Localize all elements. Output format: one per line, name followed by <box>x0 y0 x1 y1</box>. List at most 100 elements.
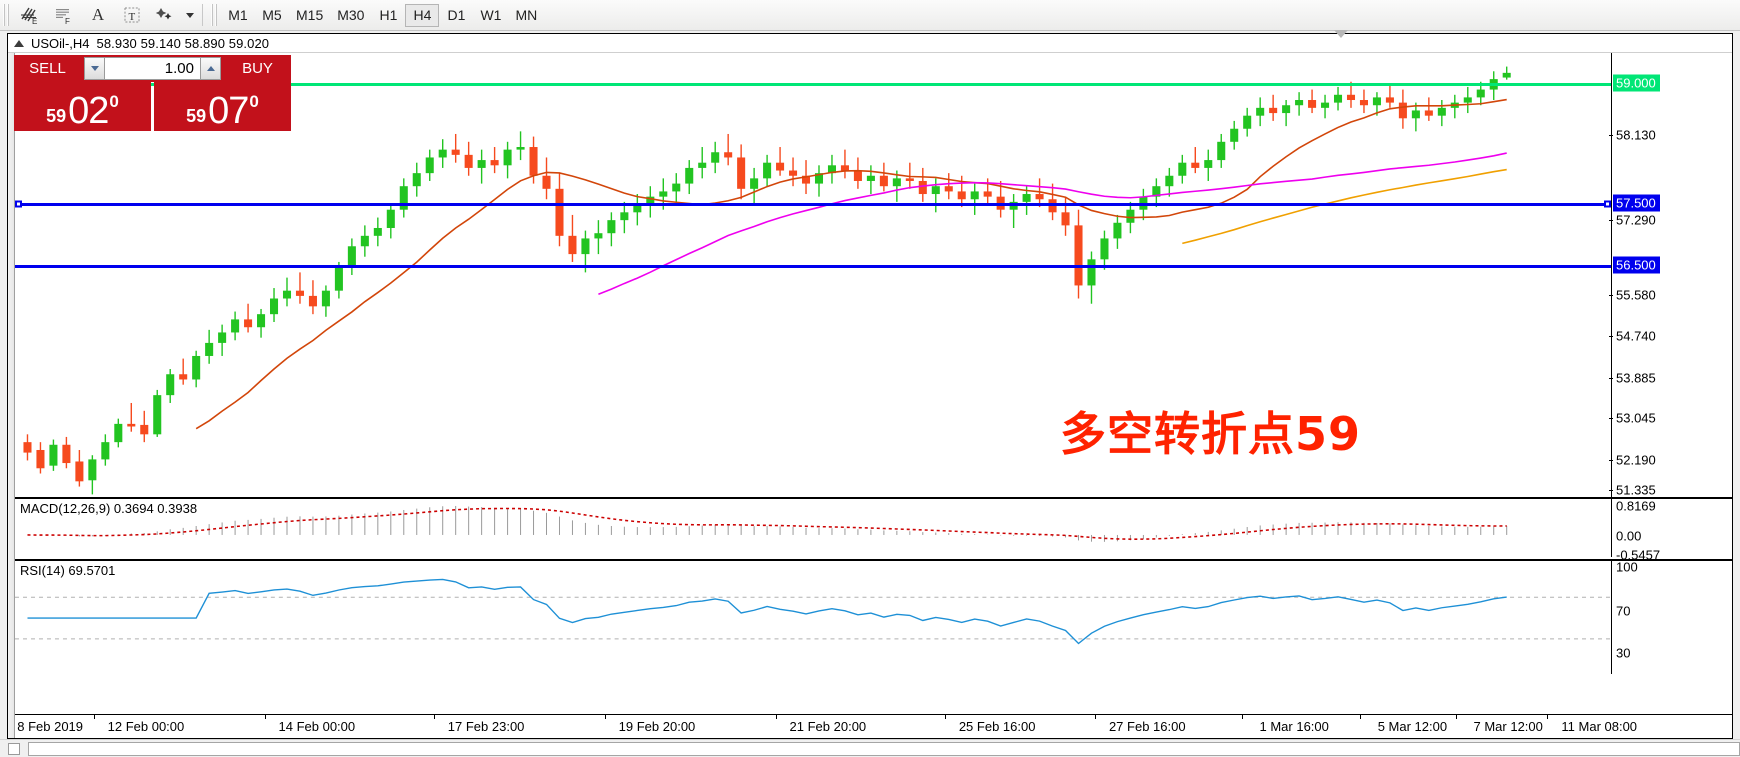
buy-price-fraction: 0 <box>249 92 259 111</box>
sell-price-prefix: 59 <box>46 106 67 126</box>
price-tick-label: 53.885 <box>1616 370 1656 386</box>
price-tick-mark <box>1609 460 1613 462</box>
time-axis-label: 27 Feb 16:00 <box>1108 719 1186 734</box>
status-bar <box>0 739 1740 757</box>
rsi-axis: 100 70 30 <box>1611 559 1732 674</box>
macd-tick-label: -0.5457 <box>1616 547 1661 563</box>
price-level-label[interactable]: 56.500 <box>1613 256 1660 274</box>
time-axis-label: 11 Mar 08:00 <box>1561 719 1638 734</box>
macd-title: MACD(12,26,9) 0.3694 0.3938 <box>20 501 198 516</box>
macd-pane: MACD(12,26,9) 0.3694 0.3938 0.8169 0.00 -0… <box>15 497 1732 562</box>
volume-control: 1.00 <box>81 55 224 82</box>
time-axis-tick <box>604 715 606 719</box>
objects-icon[interactable] <box>149 2 183 28</box>
sell-price-fraction: 0 <box>109 92 119 111</box>
price-tick-mark <box>1609 219 1613 221</box>
timeframe-m15[interactable]: M15 <box>296 7 324 23</box>
time-axis-label: 19 Feb 20:00 <box>618 719 696 734</box>
price-tick-label: 58.130 <box>1616 127 1656 143</box>
horizontal-level-line[interactable] <box>15 264 1611 268</box>
level-line-handle[interactable] <box>1604 200 1611 208</box>
rsi-pane: RSI(14) 69.5701 100 70 30 <box>15 559 1732 674</box>
timeframe-w1[interactable]: W1 <box>480 7 502 23</box>
time-axis[interactable]: 8 Feb 2019 12 Feb 00:00 14 Feb 00:00 17 Feb… <box>15 714 1732 738</box>
price-tick-mark <box>1609 135 1613 137</box>
price-tick-label: 55.580 <box>1616 287 1656 303</box>
svg-text:F: F <box>65 17 70 25</box>
one-click-trading-panel: SELL 1.00 BUY 59 02 0 59 07 0 <box>14 55 291 131</box>
sell-price-quote[interactable]: 59 02 0 <box>14 82 151 131</box>
macd-tick-label: 0.8169 <box>1616 498 1656 514</box>
time-axis-label: 25 Feb 16:00 <box>958 719 1036 734</box>
left-gutter <box>8 53 15 738</box>
price-tick-mark <box>1609 418 1613 420</box>
rsi-tick-label: 100 <box>1616 559 1638 575</box>
time-axis-label: 7 Mar 12:00 <box>1473 719 1543 734</box>
price-tick-label: 52.190 <box>1616 452 1656 468</box>
buy-button[interactable]: BUY <box>224 55 291 82</box>
volume-decrease-button[interactable] <box>84 57 105 80</box>
rsi-plot-area[interactable]: RSI(14) 69.5701 <box>15 561 1611 674</box>
buy-price-quote[interactable]: 59 07 0 <box>154 82 291 131</box>
chart-window: USOil-,H4 58.930 59.140 58.890 59.020 多空… <box>7 33 1733 739</box>
timeframe-m1[interactable]: M1 <box>228 7 248 23</box>
trade-panel-prices-row: 59 02 0 59 07 0 <box>14 82 291 131</box>
price-tick-mark <box>1609 294 1613 296</box>
sell-price-main: 02 <box>68 89 109 132</box>
macd-plot-area[interactable]: MACD(12,26,9) 0.3694 0.3938 <box>15 499 1611 557</box>
rsi-tick-label: 30 <box>1616 645 1631 661</box>
chart-ohlc-values: 58.930 59.140 58.890 59.020 <box>96 35 270 51</box>
time-axis-tick <box>1456 715 1458 719</box>
period-toolbar-grip[interactable] <box>211 4 219 26</box>
statusbar-tab-icon[interactable] <box>8 742 20 755</box>
timeframe-m30[interactable]: M30 <box>337 7 365 23</box>
timeframe-h4[interactable]: H4 <box>405 3 440 27</box>
svg-text:T: T <box>129 11 136 23</box>
text-label-icon[interactable]: T <box>115 2 149 28</box>
time-axis-label: 14 Feb 00:00 <box>278 719 356 734</box>
timeframe-bar: M1 M5 M15 M30 H1 H4 D1 W1 MN <box>221 0 544 31</box>
chart-symbol-label: USOil-,H4 <box>31 35 90 51</box>
macd-tick-label: 0.00 <box>1616 528 1642 544</box>
toolbar-separator <box>202 4 203 26</box>
timeframe-mn[interactable]: MN <box>515 7 538 23</box>
expert-advisors-icon[interactable]: E <box>13 2 47 28</box>
text-icon[interactable]: A <box>91 5 105 24</box>
time-axis-label: 17 Feb 23:00 <box>447 719 525 734</box>
price-tick-label: 57.290 <box>1616 212 1656 227</box>
time-axis-tick <box>1547 715 1549 719</box>
price-axis[interactable]: 58.130 57.290 55.580 54.740 53.885 53.045 52.1… <box>1609 53 1732 498</box>
time-axis-tick <box>945 715 947 719</box>
price-level-label[interactable]: 57.500 <box>1613 194 1660 212</box>
horizontal-level-line[interactable] <box>15 83 1611 87</box>
price-tick-mark <box>1609 335 1613 337</box>
time-axis-tick <box>1242 715 1244 719</box>
chart-top-marker-icon <box>1334 30 1348 38</box>
timeframe-h1[interactable]: H1 <box>379 7 398 23</box>
buy-price-prefix: 59 <box>186 106 207 126</box>
indicators-icon[interactable]: F <box>47 2 81 28</box>
sell-button[interactable]: SELL <box>14 55 81 82</box>
volume-increase-button[interactable] <box>200 57 221 80</box>
objects-dropdown-caret-icon[interactable] <box>183 2 197 28</box>
svg-text:E: E <box>32 17 37 25</box>
time-axis-tick <box>93 715 95 719</box>
time-axis-label: 5 Mar 12:00 <box>1377 719 1448 734</box>
chart-header: USOil-,H4 58.930 59.140 58.890 59.020 <box>8 34 1732 53</box>
time-axis-tick <box>434 715 436 719</box>
collapse-icon[interactable] <box>14 39 24 47</box>
price-tick-mark <box>1609 377 1613 379</box>
time-axis-tick <box>1360 715 1362 719</box>
price-level-label[interactable]: 59.000 <box>1613 74 1660 92</box>
trade-panel-top-row: SELL 1.00 BUY <box>14 55 291 82</box>
timeframe-d1[interactable]: D1 <box>447 7 466 23</box>
time-axis-tick <box>775 715 777 719</box>
toolbar-grip[interactable] <box>3 4 11 26</box>
level-line-handle[interactable] <box>15 200 22 208</box>
volume-input[interactable]: 1.00 <box>105 57 200 80</box>
price-tick-label: 51.335 <box>1616 482 1656 498</box>
horizontal-level-line[interactable] <box>15 203 1611 207</box>
price-tick-mark <box>1609 490 1613 492</box>
timeframe-m5[interactable]: M5 <box>262 7 282 23</box>
statusbar-field[interactable] <box>28 741 1740 756</box>
